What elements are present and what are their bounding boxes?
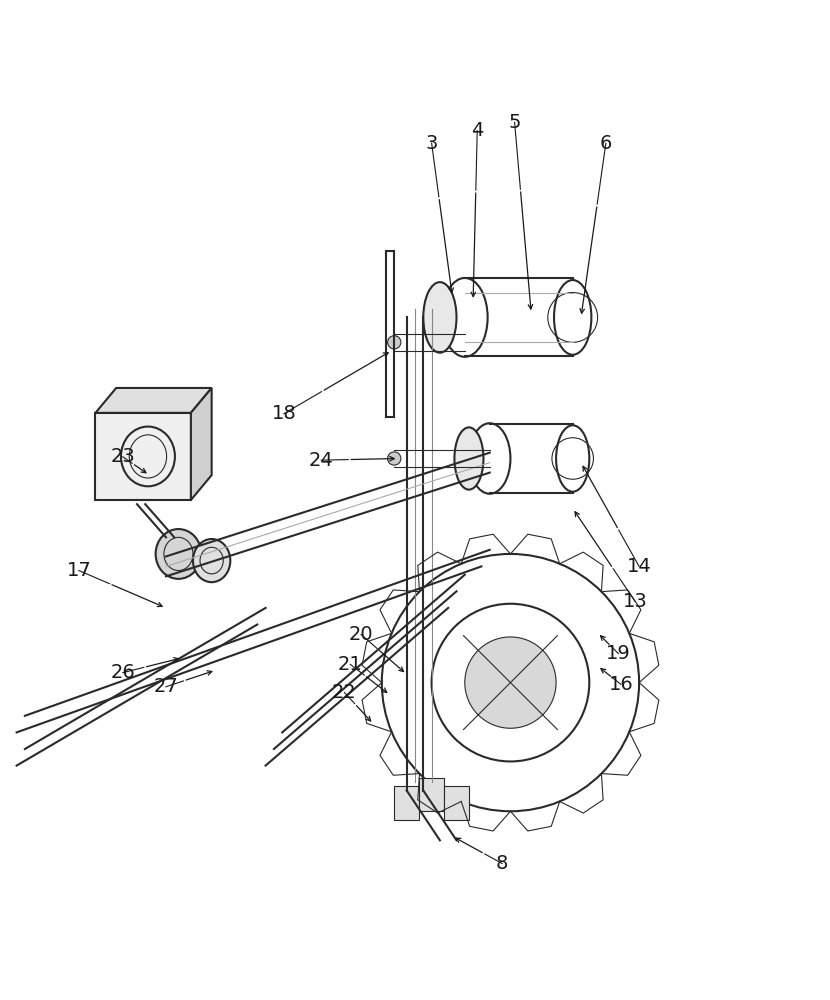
Ellipse shape [193,539,231,582]
Text: 26: 26 [110,663,135,682]
Polygon shape [95,388,212,413]
Text: 14: 14 [627,557,652,576]
Text: 3: 3 [426,134,437,153]
FancyBboxPatch shape [419,778,444,811]
Circle shape [388,452,401,465]
Text: 27: 27 [154,677,178,696]
Text: 20: 20 [349,625,374,644]
FancyBboxPatch shape [394,786,419,820]
Circle shape [465,637,556,728]
Text: 18: 18 [271,404,296,423]
Ellipse shape [155,529,202,579]
Text: 19: 19 [606,644,631,663]
Text: 8: 8 [496,854,508,873]
Circle shape [388,336,401,349]
FancyBboxPatch shape [95,413,191,500]
Text: 23: 23 [110,447,135,466]
Text: 6: 6 [600,134,612,153]
FancyBboxPatch shape [444,786,469,820]
Text: 13: 13 [622,592,647,611]
Ellipse shape [455,427,483,490]
Polygon shape [191,388,212,500]
Text: 4: 4 [471,121,483,140]
Text: 5: 5 [508,113,521,132]
Ellipse shape [423,282,457,353]
Text: 24: 24 [309,451,334,470]
Text: 22: 22 [332,683,357,702]
Text: 16: 16 [608,675,633,694]
Text: 17: 17 [66,561,91,580]
Text: 21: 21 [338,655,363,674]
